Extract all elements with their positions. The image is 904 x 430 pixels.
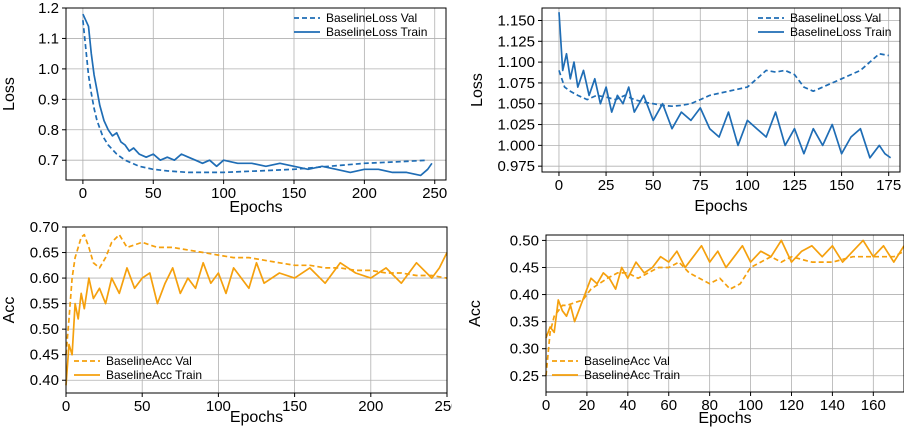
y-tick-label: 1.100 — [497, 54, 535, 71]
y-axis-label: Acc — [1, 297, 18, 324]
y-tick-label: 0.45 — [510, 259, 539, 276]
series-line-1 — [545, 239, 904, 339]
x-tick-label: 100 — [206, 398, 231, 415]
series-line-1 — [82, 13, 433, 177]
x-tick-label: 0 — [542, 397, 550, 414]
x-tick-label: 120 — [779, 397, 804, 414]
x-tick-label: 200 — [358, 398, 383, 415]
x-tick-label: 40 — [619, 397, 636, 414]
y-tick-label: 0.40 — [510, 287, 539, 304]
x-tick-label: 20 — [579, 397, 596, 414]
y-tick-label: 0.70 — [30, 219, 59, 236]
x-tick-label: 140 — [820, 397, 845, 414]
x-tick-label: 75 — [692, 177, 709, 194]
y-tick-label: 1.2 — [38, 0, 59, 17]
chart-loss-250: 0 50 100 150 200 250 0.7 0.8 0.9 1.0 1.1 1.2 Epochs L… — [1, 0, 447, 215]
x-tick-label: 0 — [79, 185, 87, 202]
series-line-0 — [545, 250, 904, 376]
x-tick-label: 200 — [352, 185, 377, 202]
x-tick-label: 150 — [282, 398, 307, 415]
y-tick-label: 0.35 — [510, 314, 539, 331]
x-tick-label: 50 — [645, 177, 662, 194]
series-line-0 — [65, 233, 448, 355]
y-tick-label: 0.9 — [38, 91, 59, 108]
chart-acc-250: 0 50 100 150 200 250 0.40 0.45 0.50 0.55 0.60 0.65 0… — [1, 219, 452, 426]
x-tick-label: 60 — [660, 397, 677, 414]
series-line-1 — [558, 12, 892, 159]
x-tick-label: 150 — [281, 185, 306, 202]
y-tick-label: 0.975 — [497, 158, 535, 175]
x-axis-label: Epochs — [229, 199, 282, 215]
y-tick-label: 0.65 — [30, 245, 59, 262]
y-tick-label: 1.125 — [497, 33, 535, 50]
x-tick-label: 160 — [861, 397, 886, 414]
legend-label-0: BaselineAcc Val — [584, 354, 670, 368]
y-tick-label: 1.000 — [497, 137, 535, 154]
y-tick-label: 0.40 — [30, 372, 59, 389]
x-tick-label: 0 — [62, 398, 70, 415]
plot-frame — [541, 7, 901, 173]
y-tick-label: 0.30 — [510, 341, 539, 358]
x-tick-label: 80 — [701, 397, 718, 414]
y-tick-label: 1.1 — [38, 30, 59, 47]
x-tick-label: 100 — [211, 185, 236, 202]
grid — [542, 8, 900, 172]
y-tick-label: 0.60 — [30, 270, 59, 287]
y-tick-label: 1.075 — [497, 75, 535, 92]
y-tick-label: 0.55 — [30, 296, 59, 313]
y-tick-label: 0.7 — [38, 152, 59, 169]
x-tick-label: 100 — [738, 397, 763, 414]
x-tick-label: 150 — [829, 177, 854, 194]
plot-frame — [545, 234, 904, 393]
y-tick-label: 0.25 — [510, 368, 539, 385]
x-tick-label: 50 — [145, 185, 162, 202]
y-tick-label: 1.0 — [38, 61, 59, 78]
legend-label-0: BaselineLoss Val — [790, 11, 881, 25]
legend-label-1: BaselineAcc Train — [106, 368, 202, 382]
series-line-0 — [558, 52, 889, 108]
y-axis-label: Loss — [469, 73, 486, 107]
legend-label-1: BaselineAcc Train — [584, 368, 680, 382]
chart-acc-175: 0 20 40 60 80 100 120 140 160 0.25 0.30 0.35 0.40 0.4… — [467, 232, 904, 427]
y-tick-label: 1.150 — [497, 12, 535, 29]
x-axis-label: Epochs — [230, 409, 283, 426]
plot-frame — [65, 7, 447, 181]
x-tick-label: 250 — [422, 185, 447, 202]
legend-label-1: BaselineLoss Train — [790, 25, 891, 39]
legend-label-0: BaselineLoss Val — [326, 11, 417, 25]
x-tick-label: 100 — [735, 177, 760, 194]
y-tick-label: 1.025 — [497, 117, 535, 134]
x-axis-label: Epochs — [694, 198, 747, 215]
legend-label-0: BaselineAcc Val — [106, 354, 192, 368]
x-tick-label: 125 — [782, 177, 807, 194]
chart-loss-175: 0 25 50 75 100 125 150 175 0.975 1.000 1.025 1.050 1… — [469, 7, 901, 215]
y-tick-label: 1.050 — [497, 96, 535, 113]
x-tick-label: 25 — [598, 177, 615, 194]
x-tick-label: 50 — [134, 398, 151, 415]
plot-frame — [65, 226, 448, 394]
x-axis-label: Epochs — [698, 410, 751, 427]
legend-label-1: BaselineLoss Train — [326, 25, 427, 39]
y-axis-label: Loss — [1, 77, 18, 111]
y-tick-label: 0.50 — [510, 232, 539, 249]
y-tick-label: 0.50 — [30, 321, 59, 338]
y-tick-label: 0.8 — [38, 122, 59, 139]
x-tick-label: 175 — [876, 177, 901, 194]
series-line-1 — [65, 252, 448, 386]
x-tick-label: 0 — [555, 177, 563, 194]
x-tick-label: 250 — [434, 398, 452, 415]
y-tick-label: 0.45 — [30, 347, 59, 364]
y-axis-label: Acc — [467, 300, 484, 327]
